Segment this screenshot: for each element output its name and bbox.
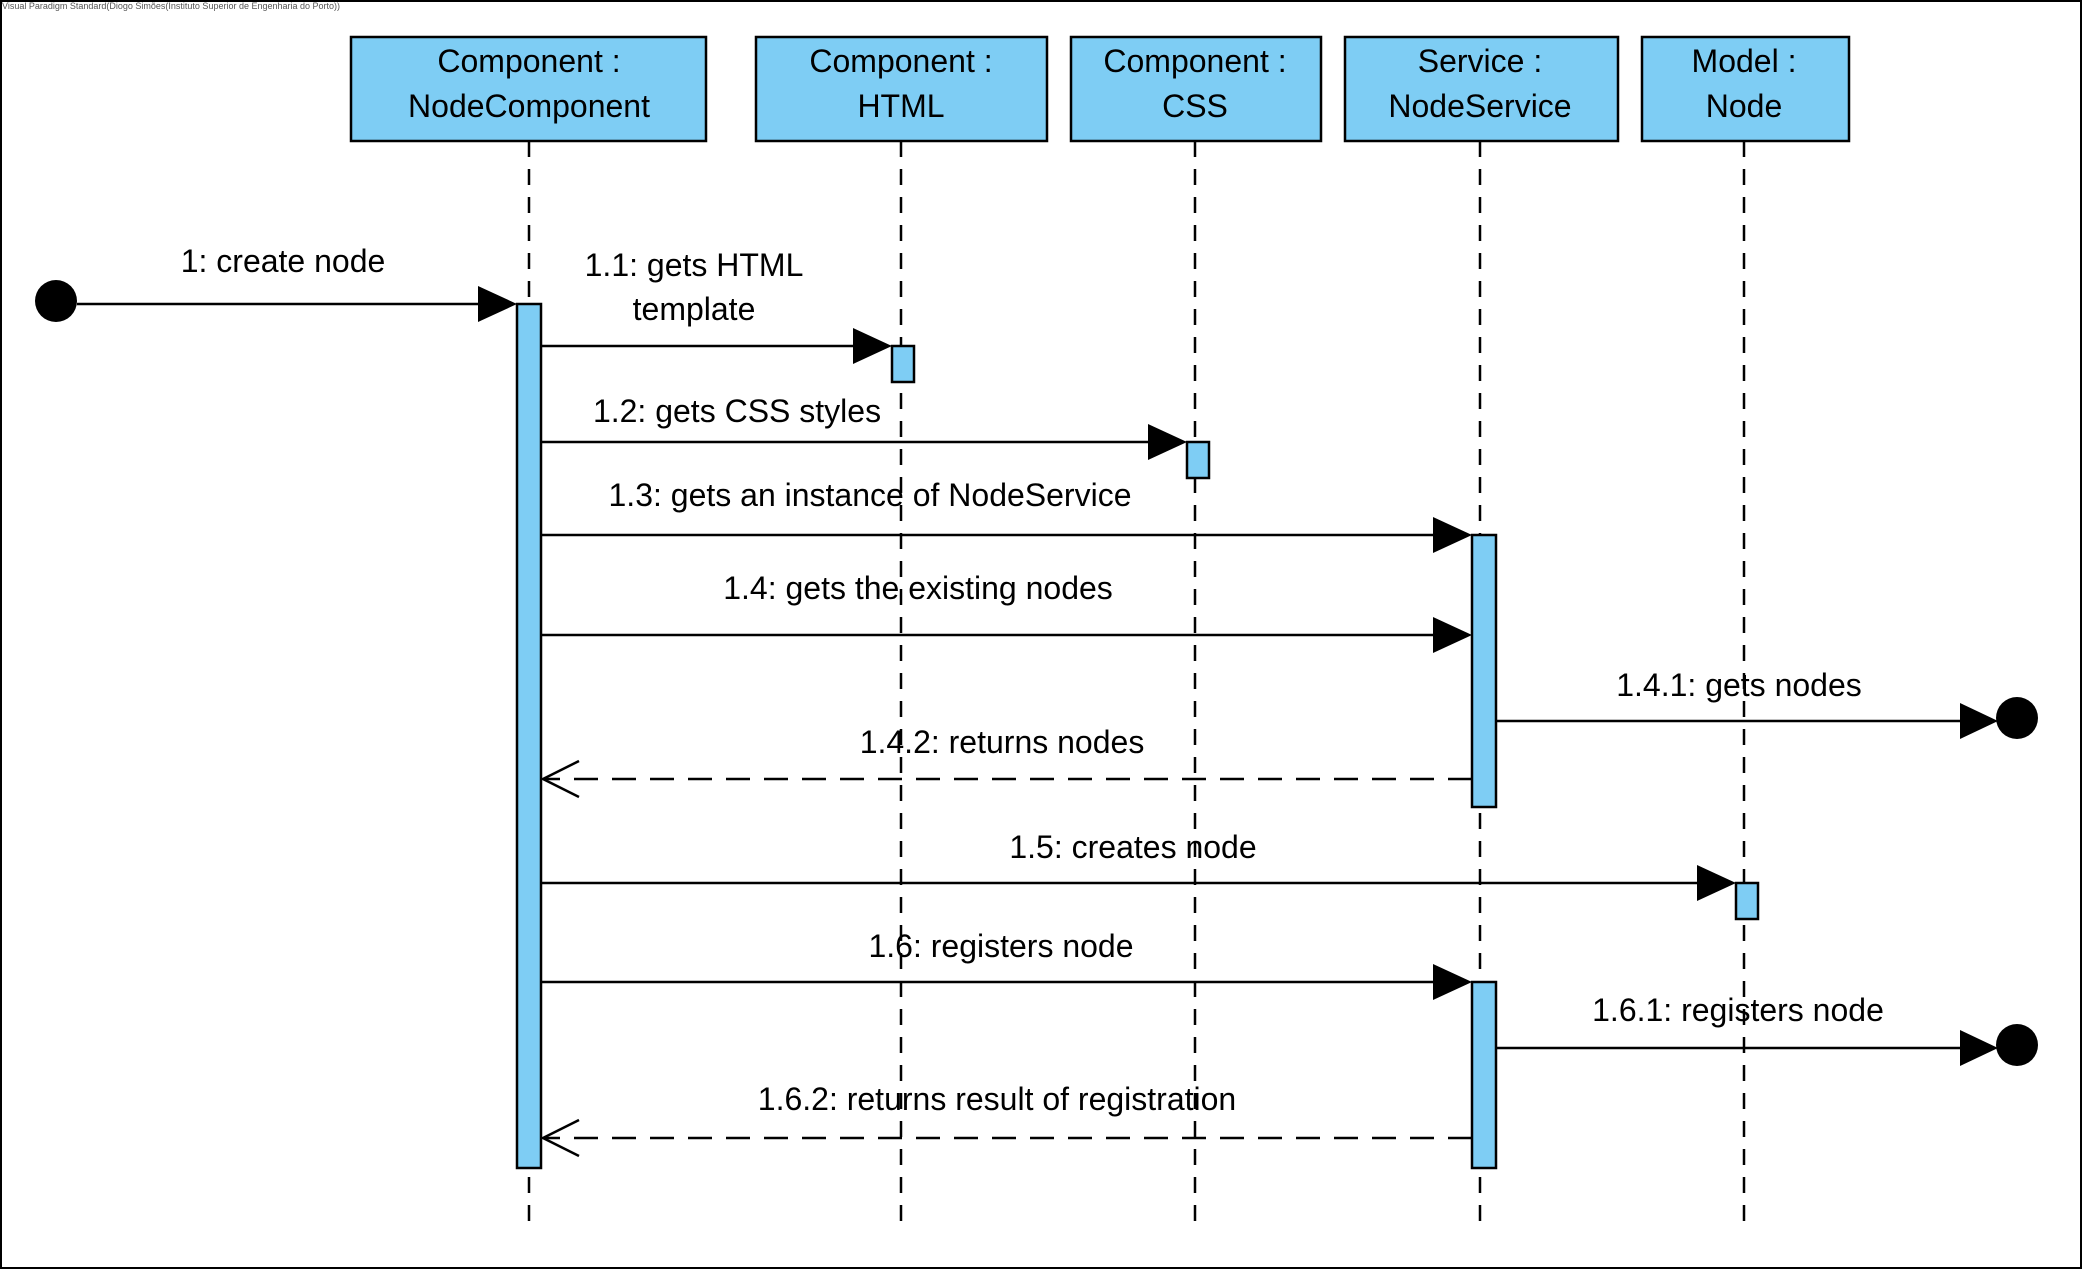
arrowhead (478, 286, 517, 322)
message-label: 1.2: gets CSS styles (593, 393, 881, 429)
activation-bars (515, 302, 1760, 1170)
lifeline-box (1069, 35, 1323, 143)
lifeline-type-label: Component : (809, 43, 992, 79)
message-1-6-2-returns-result[interactable]: 1.6.2: returns result of registration (540, 1081, 1472, 1158)
message-1-4-1-gets-nodes[interactable]: 1.4.1: gets nodes (1496, 667, 2038, 739)
message-label: 1: create node (181, 243, 386, 279)
arrowhead (1433, 517, 1472, 553)
lost-message-dot (1996, 1024, 2038, 1066)
message-label-line1: 1.1: gets HTML (585, 247, 804, 283)
lifeline-header-nodeservice[interactable]: Service : NodeService (1343, 35, 1620, 143)
found-message-dot (35, 280, 77, 322)
arrowhead (1960, 703, 1998, 739)
watermark-text: Visual Paradigm Standard(Diogo Simões(In… (2, 1, 340, 11)
activation-bar-node (1734, 881, 1760, 921)
lifeline-name-label: NodeComponent (408, 88, 650, 124)
arrowhead (1148, 424, 1187, 460)
message-label-line2: template (633, 291, 756, 327)
message-label: 1.6.1: registers node (1592, 992, 1884, 1028)
activation-bar-nodeservice-1 (1470, 533, 1498, 809)
message-label: 1.6.2: returns result of registration (758, 1081, 1236, 1117)
message-1-5-creates-node[interactable]: 1.5: creates node (541, 829, 1736, 901)
lifeline-type-label: Component : (437, 43, 620, 79)
message-1-2-gets-css-styles[interactable]: 1.2: gets CSS styles (541, 393, 1187, 460)
lifeline-box (349, 35, 708, 143)
message-1-4-2-returns-nodes[interactable]: 1.4.2: returns nodes (540, 724, 1472, 799)
message-label: 1.3: gets an instance of NodeService (609, 477, 1132, 513)
activation-bar-html (890, 344, 916, 384)
arrowhead (1433, 964, 1472, 1000)
message-label: 1.4.2: returns nodes (860, 724, 1145, 760)
activation-bar-nodecomponent (515, 302, 543, 1170)
lifeline-name-label: Node (1706, 88, 1783, 124)
lifeline-name-label: HTML (857, 88, 944, 124)
lifeline-type-label: Model : (1692, 43, 1797, 79)
lifeline-type-label: Component : (1103, 43, 1286, 79)
arrowhead (853, 328, 892, 364)
message-label: 1.5: creates node (1009, 829, 1256, 865)
lifeline-header-nodecomponent[interactable]: Component : NodeComponent (349, 35, 708, 143)
open-arrowhead (540, 1118, 580, 1158)
activation-bar-css (1185, 440, 1211, 480)
arrowhead (1960, 1030, 1998, 1066)
message-label: 1.6: registers node (868, 928, 1133, 964)
activation-bar-nodeservice-2 (1470, 980, 1498, 1170)
message-label: 1.4: gets the existing nodes (723, 570, 1113, 606)
lifeline-header-node[interactable]: Model : Node (1640, 35, 1851, 143)
message-1-3-gets-instance[interactable]: 1.3: gets an instance of NodeService (541, 477, 1472, 553)
lifeline-box (1343, 35, 1620, 143)
message-1-6-1-registers-node[interactable]: 1.6.1: registers node (1496, 992, 2038, 1066)
lost-message-dot (1996, 697, 2038, 739)
lifeline-box (1640, 35, 1851, 143)
open-arrowhead (540, 759, 580, 799)
message-1-4-gets-existing-nodes[interactable]: 1.4: gets the existing nodes (541, 570, 1472, 653)
lifeline-name-label: NodeService (1388, 88, 1571, 124)
message-1-6-registers-node[interactable]: 1.6: registers node (541, 928, 1472, 1000)
arrowhead (1433, 617, 1472, 653)
message-1-create-node[interactable]: 1: create node (35, 243, 517, 322)
message-label: 1.4.1: gets nodes (1616, 667, 1862, 703)
lifeline-name-label: CSS (1162, 88, 1228, 124)
message-1-1-gets-html-template[interactable]: 1.1: gets HTML template (541, 247, 892, 364)
lifeline-header-css[interactable]: Component : CSS (1069, 35, 1323, 143)
lifeline-box (754, 35, 1049, 143)
arrowhead (1697, 865, 1736, 901)
lifeline-header-html[interactable]: Component : HTML (754, 35, 1049, 143)
lifeline-type-label: Service : (1418, 43, 1542, 79)
